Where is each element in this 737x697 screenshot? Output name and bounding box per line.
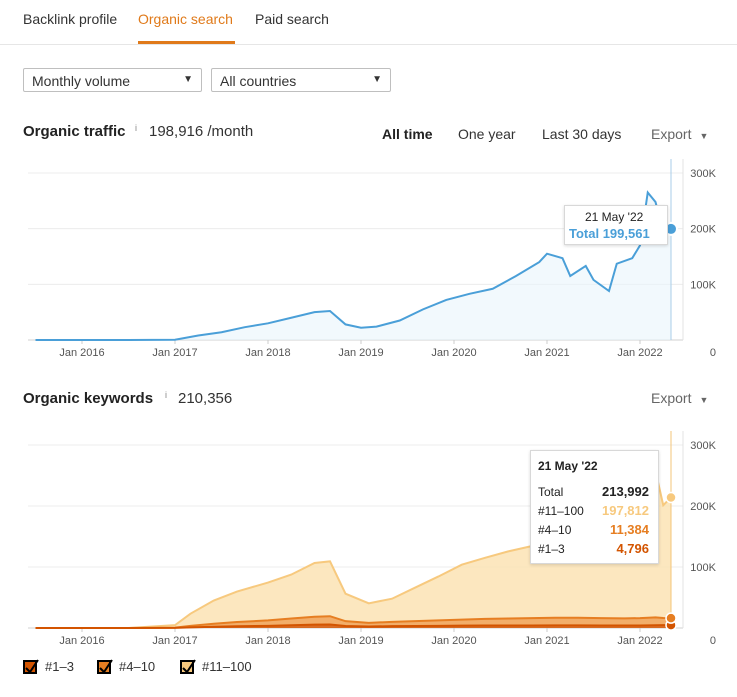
traffic-title: Organic traffic: [23, 123, 126, 140]
tab-backlink-profile[interactable]: Backlink profile: [23, 11, 118, 27]
export-label: Export: [651, 126, 692, 142]
checkbox-checked-icon: [97, 659, 113, 674]
tab-organic-search[interactable]: Organic search: [138, 11, 233, 27]
caret-down-icon: ▼: [699, 395, 709, 405]
x-tick-label: Jan 2022: [617, 635, 662, 647]
chevron-down-icon: ▼: [183, 74, 193, 85]
tooltip-row-label: #11–100: [538, 504, 584, 518]
x-tick-label: Jan 2021: [524, 635, 569, 647]
series-hover-point: [665, 491, 677, 504]
x-tick-label: Jan 2022: [617, 347, 662, 359]
x-tick-label: Jan 2020: [431, 347, 476, 359]
legend-label: #4–10: [119, 659, 156, 674]
x-tick-label: Jan 2016: [59, 635, 104, 647]
y-tick-label: 0: [710, 635, 716, 647]
range-one-year[interactable]: One year: [458, 126, 516, 142]
tooltip-row-value: 11,384: [609, 522, 649, 537]
x-tick-label: Jan 2019: [338, 635, 383, 647]
keywords-title: Organic keywords: [23, 390, 154, 407]
export-label: Export: [651, 390, 692, 406]
x-tick-label: Jan 2021: [524, 347, 569, 359]
y-tick-label: 100K: [690, 279, 716, 291]
tooltip-row-value: 213,992: [602, 484, 649, 499]
range-last-30-days[interactable]: Last 30 days: [542, 126, 622, 142]
traffic-series-line: [35, 190, 672, 341]
keywords-chart: Jan 2016 Jan 2017 Jan 2018 Jan 2019 Jan 2020…: [28, 431, 717, 647]
traffic-tooltip: 21 May '22 Total 199,561: [564, 205, 668, 245]
traffic-export-button[interactable]: Export ▼: [651, 126, 708, 142]
y-tick-label: 300K: [690, 440, 716, 452]
y-tick-label: 100K: [690, 562, 716, 574]
range-all-time[interactable]: All time: [382, 126, 433, 142]
legend-item-11-100[interactable]: #11–100: [180, 659, 260, 677]
legend-item-top3[interactable]: #1–3: [23, 659, 83, 677]
tooltip-row-label: #4–10: [538, 523, 572, 537]
legend-item-4-10[interactable]: #4–10: [97, 659, 167, 677]
keywords-tooltip: 21 May '22 Total 213,992 #11–100 197,812…: [530, 450, 659, 564]
x-tick-label: Jan 2018: [245, 635, 290, 647]
x-tick-label: Jan 2020: [431, 635, 476, 647]
country-select-value: All countries: [220, 73, 297, 89]
y-tick-label: 0: [710, 347, 716, 359]
volume-select-value: Monthly volume: [32, 73, 131, 89]
checkbox-checked-icon: [23, 659, 39, 674]
chevron-down-icon: ▼: [372, 74, 382, 85]
x-tick-label: Jan 2017: [152, 347, 197, 359]
keywords-value: 210,356: [178, 390, 233, 407]
tabs-bar: Backlink profile Organic search Paid sea…: [0, 0, 737, 45]
series-hover-point: [665, 612, 677, 624]
legend-label: #11–100: [202, 659, 252, 674]
traffic-chart: Jan 2016 Jan 2017 Jan 2018 Jan 2019 Jan 2020…: [28, 159, 717, 359]
country-select[interactable]: All countries ▼: [211, 68, 391, 92]
y-tick-label: 200K: [690, 224, 716, 236]
keywords-tooltip-date: 21 May '22: [538, 459, 598, 473]
x-tick-label: Jan 2016: [59, 347, 104, 359]
volume-select[interactable]: Monthly volume ▼: [23, 68, 202, 92]
traffic-tooltip-date: 21 May '22: [585, 210, 644, 224]
x-tick-label: Jan 2017: [152, 635, 197, 647]
info-icon[interactable]: i: [135, 123, 137, 133]
series-area-#11–100: [35, 470, 671, 628]
y-tick-label: 200K: [690, 501, 716, 513]
traffic-value: 198,916 /month: [149, 123, 254, 140]
keywords-export-button[interactable]: Export ▼: [651, 390, 708, 406]
legend-label: #1–3: [45, 659, 74, 674]
series-line-#1–3: [35, 623, 672, 629]
active-tab-underline: [138, 41, 235, 44]
tooltip-row-label: #1–3: [538, 542, 565, 556]
tab-paid-search[interactable]: Paid search: [255, 11, 329, 27]
caret-down-icon: ▼: [699, 131, 709, 141]
traffic-tooltip-total: Total 199,561: [569, 226, 650, 241]
y-tick-label: 300K: [690, 168, 716, 180]
tooltip-row-value: 197,812: [602, 503, 649, 518]
x-tick-label: Jan 2019: [338, 347, 383, 359]
traffic-area: [35, 192, 671, 340]
checkbox-checked-icon: [180, 659, 196, 674]
tooltip-row-value: 4,796: [616, 541, 649, 556]
info-icon[interactable]: i: [165, 390, 167, 400]
series-line-#4–10: [35, 615, 672, 629]
tooltip-row-label: Total: [538, 485, 564, 499]
x-tick-label: Jan 2018: [245, 347, 290, 359]
